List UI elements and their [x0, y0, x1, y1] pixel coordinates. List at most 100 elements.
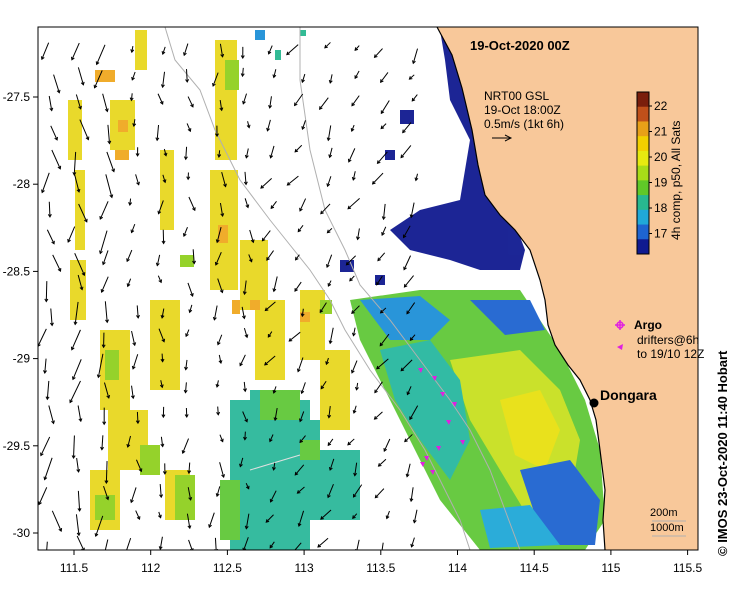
current-vector [133, 119, 136, 127]
current-vector [131, 223, 136, 233]
current-legend-model: NRT00 GSL [484, 89, 549, 103]
current-vector [187, 96, 194, 108]
current-vector [406, 302, 416, 314]
current-vector [53, 74, 60, 93]
colorbar-segment [637, 180, 649, 196]
current-vector [162, 71, 166, 88]
current-vector [48, 405, 55, 424]
current-vector [73, 172, 80, 193]
colorbar-segment [637, 195, 649, 211]
colorbar-segment [637, 136, 649, 152]
current-vector [270, 145, 275, 158]
current-vector [76, 535, 85, 550]
y-tick-label: -29 [13, 352, 31, 366]
current-vector [377, 151, 388, 164]
argo-label: Argo [634, 318, 662, 332]
current-vector [402, 122, 412, 133]
current-vector [182, 438, 190, 454]
current-vector [298, 510, 305, 527]
current-vector [99, 201, 109, 220]
current-vector [264, 355, 276, 366]
current-vector [374, 381, 383, 393]
current-vector [245, 148, 249, 158]
current-vector [242, 93, 248, 104]
current-vector [163, 148, 167, 156]
current-vector [301, 382, 306, 394]
current-vector [294, 464, 305, 476]
current-vector [406, 386, 412, 395]
dongara-marker [589, 398, 599, 408]
colorbar-tick-label: 22 [654, 99, 668, 113]
current-vector [381, 542, 384, 550]
current-vector [52, 254, 61, 272]
current-vector [157, 93, 164, 105]
current-vector [189, 304, 193, 313]
current-vector [183, 227, 188, 237]
current-vector [187, 282, 194, 297]
colorbar-segment [637, 165, 649, 181]
current-vector [320, 509, 332, 520]
current-vector [244, 431, 246, 440]
sst-field [68, 30, 605, 550]
current-vector [352, 327, 356, 336]
current-vector [157, 275, 162, 283]
current-vector [269, 541, 275, 549]
current-vector [72, 359, 82, 380]
current-vector [97, 353, 104, 378]
current-vector [409, 405, 419, 420]
current-vector [136, 411, 139, 424]
current-vector [326, 254, 333, 268]
current-vector [74, 253, 85, 276]
current-vector [270, 490, 277, 503]
colorbar-tick-label: 19 [654, 176, 668, 190]
current-vector [158, 200, 164, 214]
current-vector [107, 124, 111, 144]
current-vector [127, 278, 132, 287]
current-vector [404, 275, 414, 288]
current-vector [294, 281, 302, 292]
current-vector [219, 100, 223, 111]
colorbar-segment [637, 92, 649, 108]
current-vector [185, 146, 188, 160]
current-vector [212, 72, 219, 87]
current-vector [352, 513, 358, 519]
current-vector [269, 96, 272, 108]
current-vector [51, 510, 62, 532]
current-vector [160, 380, 163, 388]
current-vector [411, 537, 415, 547]
current-vector [317, 537, 329, 548]
y-axis: -27.5 -28 -28.5 -29 -29.5 -30 [3, 90, 38, 540]
current-vector [216, 380, 219, 388]
current-vector [274, 407, 278, 421]
current-vector [265, 514, 274, 523]
current-vector [106, 151, 115, 172]
colorbar-segment [637, 239, 649, 255]
current-vector [77, 405, 82, 422]
current-vector [381, 226, 387, 236]
current-vector [249, 229, 254, 243]
current-vector [294, 542, 302, 550]
current-vector [266, 119, 271, 131]
dongara-label: Dongara [600, 387, 657, 403]
current-vector [294, 93, 304, 106]
current-vector [221, 172, 227, 187]
current-vector [353, 405, 357, 414]
depth-legend: 200m 1000m [650, 507, 686, 537]
current-vector [77, 274, 83, 290]
current-vector [77, 67, 84, 85]
current-vector [245, 483, 250, 489]
current-vector [270, 201, 277, 209]
current-vector [131, 330, 136, 346]
current-vector [243, 327, 248, 338]
current-vector [95, 515, 104, 537]
drifter-tracks [418, 368, 465, 475]
current-vector [411, 94, 418, 102]
current-vector [217, 334, 223, 345]
current-vector [159, 536, 163, 550]
current-vector [162, 174, 166, 183]
colorbar-segment [637, 150, 649, 167]
current-vector [102, 93, 108, 112]
drifter-icon [617, 344, 623, 350]
current-vector [248, 254, 253, 262]
current-vector [46, 541, 48, 550]
